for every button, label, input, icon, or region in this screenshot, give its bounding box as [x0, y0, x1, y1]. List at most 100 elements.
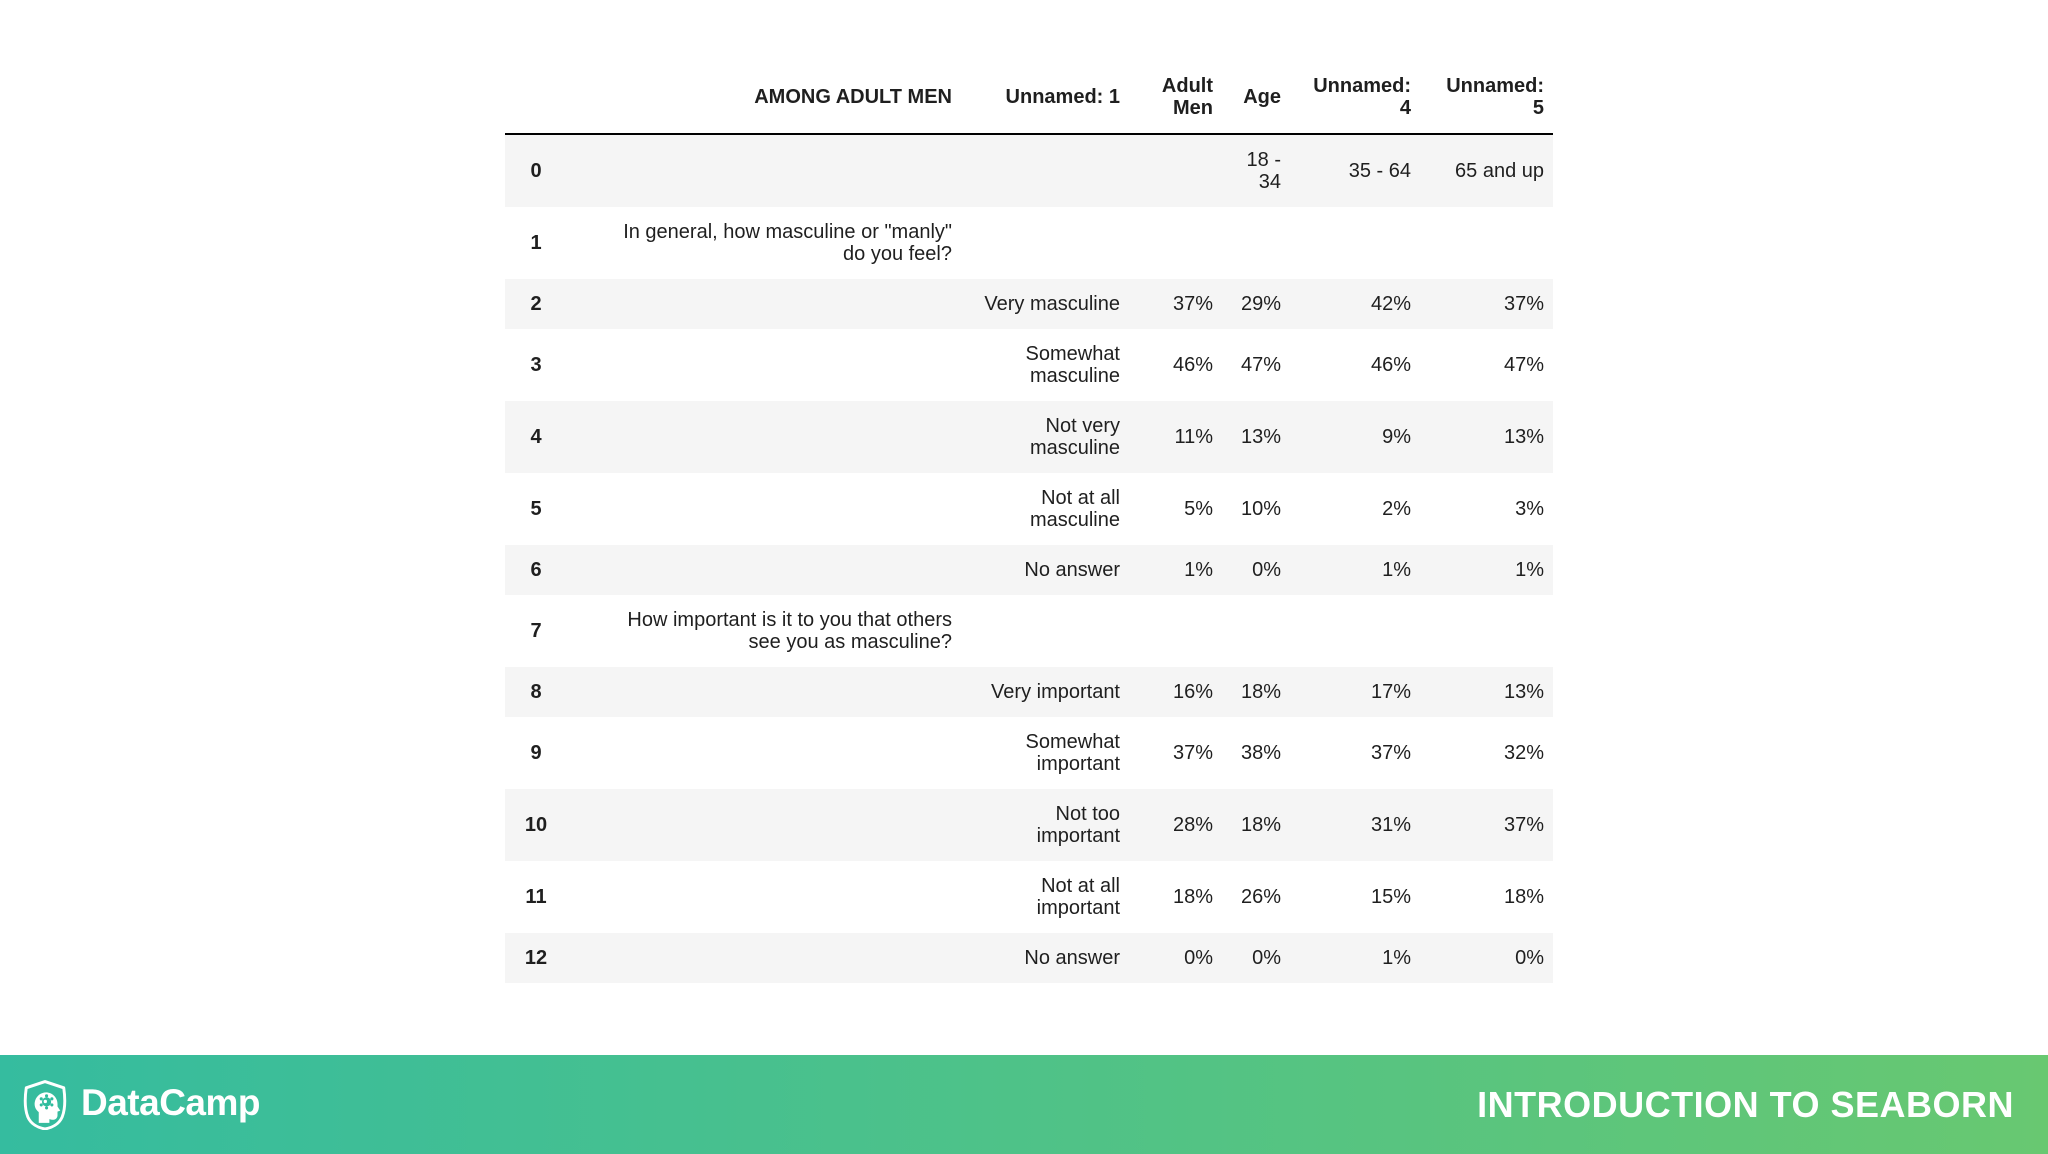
- table-cell: 9%: [1382, 426, 1411, 448]
- table-cell: 17%: [1370, 681, 1411, 703]
- table-cell: How important is it to you that others s…: [627, 609, 952, 653]
- row-index: 4: [530, 426, 542, 448]
- table-cell: 29%: [1240, 293, 1281, 315]
- table-cell: No answer: [1024, 947, 1120, 969]
- dataframe-table: AMONG ADULT MEN Unnamed: 1 Adult Men Age…: [505, 61, 1553, 983]
- table-cell: 0%: [1515, 947, 1544, 969]
- table-cell: 37%: [1503, 293, 1544, 315]
- table-cell: 46%: [1172, 354, 1213, 376]
- table-cell: [567, 717, 961, 789]
- table-cell: 15%: [1370, 886, 1411, 908]
- table-cell: 28%: [1172, 814, 1213, 836]
- table-cell: 10%: [1240, 498, 1281, 520]
- table-cell: [1420, 207, 1553, 279]
- table-cell: 37%: [1370, 742, 1411, 764]
- table-cell: 37%: [1503, 814, 1544, 836]
- row-index: 9: [530, 742, 542, 764]
- table-cell: 0%: [1184, 947, 1213, 969]
- table-cell: 18%: [1503, 886, 1544, 908]
- column-header-among-adult-men: AMONG ADULT MEN: [567, 61, 961, 135]
- table-cell: 0%: [1252, 559, 1281, 581]
- column-header-index: [505, 61, 567, 135]
- row-index: 3: [530, 354, 542, 376]
- table-cell: Somewhat masculine: [1025, 343, 1121, 387]
- table-cell: [1129, 595, 1222, 667]
- table-cell: [567, 545, 961, 595]
- table-cell: Not too important: [1036, 803, 1120, 847]
- table-body: 0 18 - 34 35 - 64 65 and up 1 In general, how…: [505, 134, 1553, 983]
- dataframe-container: AMONG ADULT MEN Unnamed: 1 Adult Men Age…: [505, 61, 1553, 983]
- table-cell: Very important: [991, 681, 1120, 703]
- table-cell: [1129, 134, 1222, 207]
- table-cell: [1290, 595, 1420, 667]
- table-cell: 18%: [1240, 681, 1281, 703]
- table-cell: Somewhat important: [1025, 731, 1121, 775]
- table-cell: [961, 595, 1129, 667]
- table-cell: In general, how masculine or "manly" do …: [623, 221, 952, 265]
- row-index: 6: [530, 559, 542, 581]
- table-cell: 1%: [1515, 559, 1544, 581]
- table-cell: Not very masculine: [1029, 415, 1120, 459]
- row-index: 7: [530, 620, 542, 642]
- table-cell: 47%: [1240, 354, 1281, 376]
- table-cell: [1129, 207, 1222, 279]
- table-cell: [1222, 207, 1290, 279]
- column-header-unnamed-5: Unnamed: 5: [1420, 61, 1553, 135]
- table-row: 12 No answer 0% 0% 1% 0%: [505, 933, 1553, 983]
- table-cell: [567, 473, 961, 545]
- table-cell: [1420, 595, 1553, 667]
- table-cell: [567, 134, 961, 207]
- table-cell: [961, 134, 1129, 207]
- table-row: 3 Somewhat masculine 46% 47% 46% 47%: [505, 329, 1553, 401]
- column-header-unnamed-4: Unnamed: 4: [1290, 61, 1420, 135]
- table-cell: 13%: [1503, 426, 1544, 448]
- table-cell: [567, 789, 961, 861]
- table-cell: [567, 861, 961, 933]
- row-index: 11: [525, 886, 547, 908]
- table-cell: [567, 933, 961, 983]
- row-index: 12: [524, 947, 548, 969]
- table-cell: [961, 207, 1129, 279]
- row-index: 1: [530, 232, 542, 254]
- brand-name: DataCamp: [81, 1082, 261, 1123]
- table-cell: 38%: [1240, 742, 1281, 764]
- table-cell: 1%: [1184, 559, 1213, 581]
- table-row: 0 18 - 34 35 - 64 65 and up: [505, 134, 1553, 207]
- table-cell: 32%: [1503, 742, 1544, 764]
- column-header-unnamed-1: Unnamed: 1: [961, 61, 1129, 135]
- row-index: 8: [530, 681, 542, 703]
- column-header-age: Age: [1222, 61, 1290, 135]
- table-row: 5 Not at all masculine 5% 10% 2% 3%: [505, 473, 1553, 545]
- row-index: 2: [530, 293, 542, 315]
- table-cell: 31%: [1370, 814, 1411, 836]
- table-cell: 37%: [1172, 742, 1213, 764]
- table-row: 4 Not very masculine 11% 13% 9% 13%: [505, 401, 1553, 473]
- course-title: INTRODUCTION TO SEABORN: [1477, 1083, 2014, 1125]
- table-cell: 47%: [1503, 354, 1544, 376]
- row-index: 0: [530, 160, 542, 182]
- table-cell: 2%: [1382, 498, 1411, 520]
- table-cell: 0%: [1252, 947, 1281, 969]
- table-row: 7 How important is it to you that others …: [505, 595, 1553, 667]
- table-cell: 18%: [1240, 814, 1281, 836]
- table-cell: 3%: [1515, 498, 1544, 520]
- table-cell: [1290, 207, 1420, 279]
- column-header-adult-men: Adult Men: [1129, 61, 1222, 135]
- table-cell: No answer: [1024, 559, 1120, 581]
- table-cell: Not at all important: [1036, 875, 1120, 919]
- table-row: 8 Very important 16% 18% 17% 13%: [505, 667, 1553, 717]
- table-cell: [567, 667, 961, 717]
- table-cell: [567, 329, 961, 401]
- table-cell: 13%: [1503, 681, 1544, 703]
- table-row: 9 Somewhat important 37% 38% 37% 32%: [505, 717, 1553, 789]
- table-cell: 46%: [1370, 354, 1411, 376]
- table-cell: 16%: [1172, 681, 1213, 703]
- table-cell: 37%: [1172, 293, 1213, 315]
- table-cell: [567, 279, 961, 329]
- table-row: 2 Very masculine 37% 29% 42% 37%: [505, 279, 1553, 329]
- footer-bar: DataCamp INTRODUCTION TO SEABORN: [0, 1055, 2048, 1154]
- table-cell: Not at all masculine: [1029, 487, 1120, 531]
- table-cell: 35 - 64: [1348, 160, 1411, 182]
- table-row: 11 Not at all important 18% 26% 15% 18%: [505, 861, 1553, 933]
